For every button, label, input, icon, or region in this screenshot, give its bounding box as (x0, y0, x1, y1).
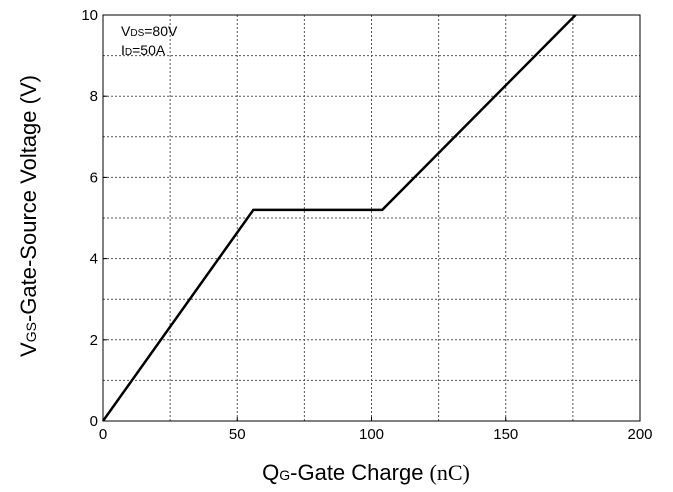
series-lines (101, 14, 577, 422)
series-line (101, 14, 577, 422)
y-tick-label: 2 (90, 332, 98, 349)
y-axis-title: VGS-Gate-Source Voltage (V) (16, 75, 41, 357)
y-tick-label: 4 (90, 251, 98, 268)
y-tick-label: 8 (90, 88, 98, 105)
y-tick-label: 6 (90, 169, 98, 186)
annotation-vds: VDS=80V (121, 23, 178, 39)
x-tick-label: 50 (229, 426, 246, 443)
x-axis-title: QG-Gate Charge (nC) (262, 460, 470, 485)
x-tick-label: 100 (359, 426, 384, 443)
x-tick-label: 150 (493, 426, 518, 443)
x-tick-label: 200 (627, 426, 652, 443)
annotation-id: ID=50A (121, 42, 166, 58)
x-tick-label: 0 (99, 426, 107, 443)
y-tick-label: 0 (90, 413, 98, 430)
y-tick-label: 10 (81, 7, 98, 24)
tick-labels: 0 50 100 150 200 0 2 4 6 8 10 (81, 7, 652, 443)
grid-lines (102, 14, 641, 422)
